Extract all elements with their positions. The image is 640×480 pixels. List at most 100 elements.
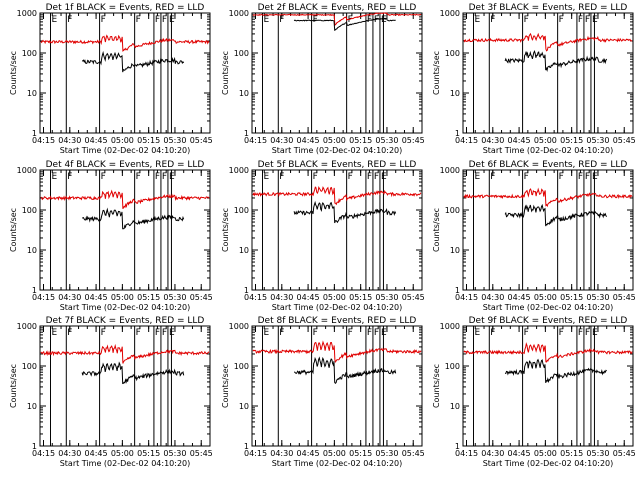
y-axis-title: Counts/sec xyxy=(432,51,441,95)
y-tick-label: 1000 xyxy=(440,9,460,18)
plot-frame xyxy=(251,325,423,447)
y-tick-label: 10 xyxy=(27,402,37,411)
lld-series-line xyxy=(40,34,210,52)
marker-label: F xyxy=(279,172,284,182)
x-tick-label: 05:15 xyxy=(137,136,160,145)
plot-frame xyxy=(39,169,211,291)
marker-label: F xyxy=(585,172,590,182)
x-tick-label: 04:15 xyxy=(32,293,55,302)
y-axis-title: Counts/sec xyxy=(9,208,18,252)
marker-label: F xyxy=(559,15,564,25)
panel-9f: Det 9f BLACK = Events, RED = LLD 1 10 100 10… xyxy=(432,316,636,468)
x-tick-label: 04:30 xyxy=(481,449,504,458)
y-axis-title: Counts/sec xyxy=(221,364,230,408)
y-tick-label: 1 xyxy=(32,442,37,451)
x-tick-label: 04:15 xyxy=(32,136,55,145)
events-series-line xyxy=(81,361,185,385)
x-tick-label: 05:30 xyxy=(375,449,398,458)
x-tick-label: 04:15 xyxy=(455,449,478,458)
marker-label: F xyxy=(490,172,495,182)
y-axis-title: Counts/sec xyxy=(432,364,441,408)
y-tick-label: 1000 xyxy=(17,9,37,18)
y-tick-label: 1000 xyxy=(229,166,249,175)
x-tick-label: 05:45 xyxy=(402,293,425,302)
marker-label: F xyxy=(313,172,318,182)
marker-label: F xyxy=(101,172,106,182)
y-axis-title: Counts/sec xyxy=(221,208,230,252)
marker-label: F xyxy=(585,328,590,338)
marker-label: E xyxy=(264,328,270,338)
plot-frame xyxy=(251,12,423,134)
lld-series-line xyxy=(252,186,422,206)
y-tick-label: 1000 xyxy=(17,322,37,331)
x-tick-label: 05:00 xyxy=(534,293,557,302)
y-tick-label: 1 xyxy=(32,286,37,295)
x-tick-label: 04:30 xyxy=(58,449,81,458)
events-series-line xyxy=(504,203,608,227)
marker-label: F xyxy=(348,328,353,338)
x-tick-label: 05:45 xyxy=(190,136,213,145)
x-tick-label: 05:30 xyxy=(586,136,609,145)
y-tick-label: 1 xyxy=(244,129,249,138)
y-tick-label: 1 xyxy=(244,442,249,451)
x-axis-title: Start Time (02-Dec-02 04:10:20) xyxy=(60,303,191,312)
marker-label: E xyxy=(475,15,481,25)
plot-frame xyxy=(462,325,634,447)
y-tick-label: 1000 xyxy=(440,322,460,331)
x-tick-label: 05:00 xyxy=(111,449,134,458)
panel-3f: Det 3f BLACK = Events, RED = LLD 1 10 100 10… xyxy=(432,3,636,155)
y-tick-label: 1 xyxy=(455,442,460,451)
y-tick-label: 1000 xyxy=(229,9,249,18)
marker-label: F xyxy=(524,328,529,338)
x-tick-label: 05:15 xyxy=(349,449,372,458)
x-tick-label: 04:30 xyxy=(58,136,81,145)
marker-label: F xyxy=(578,15,583,25)
x-tick-label: 05:00 xyxy=(323,136,346,145)
marker-label: E xyxy=(52,172,58,182)
x-tick-label: 05:00 xyxy=(323,449,346,458)
marker-label: F xyxy=(279,328,284,338)
lld-series-line xyxy=(252,340,422,363)
x-tick-label: 05:30 xyxy=(163,136,186,145)
y-tick-label: 100 xyxy=(234,206,249,215)
panel-title: Det 4f BLACK = Events, RED = LLD xyxy=(46,160,205,170)
y-tick-label: 10 xyxy=(450,402,460,411)
x-tick-label: 04:15 xyxy=(455,293,478,302)
y-axis-title: Counts/sec xyxy=(432,208,441,252)
y-tick-label: 100 xyxy=(445,49,460,58)
y-axis-title: Counts/sec xyxy=(221,51,230,95)
marker-label: F xyxy=(101,328,106,338)
marker-label: E xyxy=(475,328,481,338)
marker-label: F xyxy=(162,172,167,182)
y-tick-label: 1 xyxy=(455,286,460,295)
x-tick-label: 05:45 xyxy=(613,136,636,145)
x-tick-label: 05:30 xyxy=(163,449,186,458)
marker-label: F xyxy=(155,15,160,25)
marker-label: F xyxy=(279,15,284,25)
marker-label: F xyxy=(67,328,72,338)
y-tick-label: 10 xyxy=(27,89,37,98)
x-axis-title: Start Time (02-Dec-02 04:10:20) xyxy=(483,146,614,155)
marker-label: F xyxy=(155,328,160,338)
x-tick-label: 04:45 xyxy=(297,136,320,145)
marker-label: F xyxy=(490,328,495,338)
x-tick-label: 05:15 xyxy=(349,293,372,302)
x-tick-label: 05:30 xyxy=(375,293,398,302)
x-tick-label: 05:30 xyxy=(375,136,398,145)
marker-label: F xyxy=(367,328,372,338)
x-tick-label: 04:30 xyxy=(481,293,504,302)
x-tick-label: 04:45 xyxy=(508,293,531,302)
x-tick-label: 05:45 xyxy=(613,449,636,458)
y-tick-label: 1 xyxy=(244,286,249,295)
x-tick-label: 05:45 xyxy=(402,136,425,145)
marker-label: F xyxy=(313,328,318,338)
x-tick-label: 04:45 xyxy=(85,293,108,302)
plot-frame xyxy=(39,12,211,134)
marker-label: F xyxy=(374,15,379,25)
marker-label: F xyxy=(559,328,564,338)
x-axis-title: Start Time (02-Dec-02 04:10:20) xyxy=(483,459,614,468)
plot-frame xyxy=(462,169,634,291)
x-axis-title: Start Time (02-Dec-02 04:10:20) xyxy=(272,303,403,312)
panel-title: Det 1f BLACK = Events, RED = LLD xyxy=(46,3,205,13)
